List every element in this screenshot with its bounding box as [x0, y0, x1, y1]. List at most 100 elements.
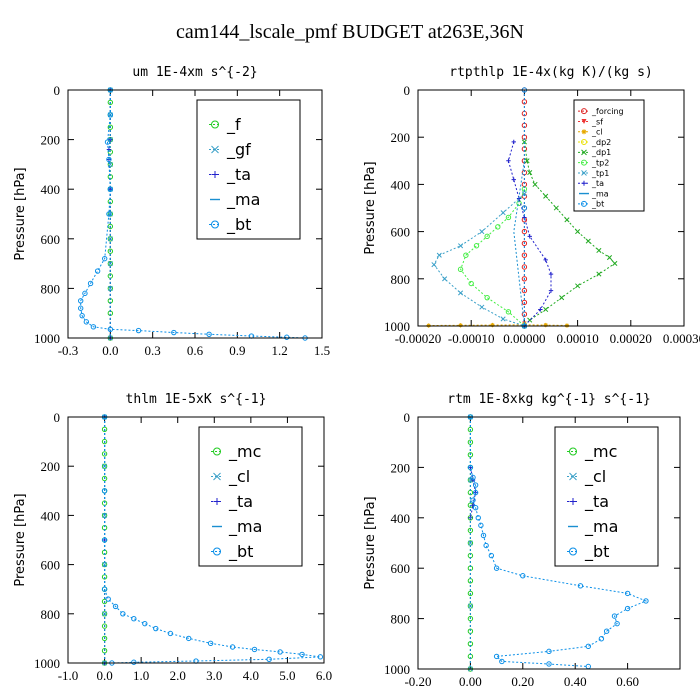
um-x-tick-label: -0.3 — [58, 343, 79, 358]
um-legend-swatch-gf — [211, 145, 219, 154]
thlm-data-point-bt — [101, 586, 108, 592]
rtpthlp-data-point-tp2 — [484, 294, 490, 301]
rtpthlp-axes-frame — [417, 89, 685, 327]
rtpthlp-series-line-ta — [507, 141, 552, 327]
rtm-x-tick-label: 0.00 — [459, 674, 482, 689]
rtm-data-point-bt — [493, 653, 500, 660]
thlm-data-point-bt — [317, 654, 324, 660]
rtm-legend-swatch-ta — [569, 498, 577, 505]
thlm-legend-swatch-mc — [213, 447, 221, 456]
thlm-data-point-mc — [101, 463, 108, 469]
rtm-data-point-bt — [585, 643, 591, 650]
um-x-tick-label: 0.9 — [229, 343, 245, 358]
rtpthlp-data-point-forcing — [521, 240, 528, 247]
thlm-panel-title: thlm 1E-5xK s^{-1} — [126, 392, 267, 407]
um-data-point-gf — [107, 285, 113, 291]
um-y-tick-label: 400 — [41, 182, 61, 197]
rtm-legend-label-cl: _cl — [584, 467, 606, 487]
thlm-data-point-bt — [131, 616, 137, 622]
um-axes-frame — [67, 89, 323, 339]
rtpthlp-x-tick-label: 0.00020 — [610, 331, 652, 346]
rtm-legend-label-ta: _ta — [584, 492, 609, 512]
thlm-data-point-bt — [207, 640, 214, 647]
rtpthlp-x-tick-label: 0.00000 — [503, 331, 545, 346]
um-data-point-bt — [284, 334, 290, 340]
chart-panels: um 1E-4xm s^{-2} Pressure [hPa] -0.3 0.0 0.3… — [13, 65, 700, 689]
um-data-point-bt — [78, 298, 84, 304]
thlm-data-point-bt — [185, 635, 192, 642]
thlm-y-tick-label: 0 — [54, 410, 61, 425]
rtpthlp-data-point-tp1 — [500, 210, 506, 216]
thlm-data-point-bt — [101, 488, 108, 494]
um-x-tick-label: 0.0 — [102, 343, 118, 358]
rtpthlp-data-point-tp2 — [463, 252, 469, 258]
rtpthlp-series-cl — [426, 322, 570, 328]
thlm-data-point-bt — [251, 646, 258, 653]
rtpthlp-legend-swatch-ta — [581, 180, 587, 186]
um-data-point-bt — [78, 305, 84, 311]
rtm-data-point-bt — [493, 565, 500, 571]
rtpthlp-series-tp1 — [431, 191, 527, 329]
rtpthlp-data-point-dp1 — [553, 205, 559, 211]
um-data-point-bt — [82, 290, 88, 297]
rtm-data-point-mc — [467, 527, 474, 534]
thlm-legend-label-bt: _bt — [228, 542, 253, 562]
rtpthlp-legend-label-tp1: _tp1 — [591, 169, 609, 178]
rtm-data-point-bt — [499, 658, 505, 665]
rtpthlp-data-point-dp1 — [596, 271, 602, 277]
rtpthlp-legend-label-ta: _ta — [591, 179, 604, 188]
um-x-tick-label: 1.2 — [272, 343, 288, 358]
thlm-data-point-mc — [101, 598, 108, 605]
rtm-legend-swatch-cl — [569, 472, 577, 481]
rtpthlp-data-point-tp2 — [484, 233, 490, 240]
thlm-data-point-mc — [101, 635, 108, 642]
um-data-point-bt — [79, 312, 85, 319]
rtm-x-tick-label: 0.40 — [564, 674, 587, 689]
rtpthlp-y-tick-label: 400 — [391, 177, 411, 192]
rtpthlp-legend-label-sf: _sf — [591, 117, 603, 126]
um-y-tick-label: 600 — [41, 232, 61, 247]
rtpthlp-data-point-tp1 — [479, 229, 485, 235]
um-legend-box — [196, 99, 301, 240]
um-y-axis-label: Pressure [hPa] — [13, 167, 28, 260]
thlm-data-point-bt — [131, 659, 137, 665]
rtm-data-point-bt — [475, 515, 481, 521]
thlm-data-point-mc — [101, 611, 108, 617]
rtm-data-point-bt — [546, 661, 552, 667]
rtpthlp-data-point-tp2 — [468, 280, 474, 287]
thlm-legend-swatch-bt — [213, 547, 221, 556]
um-legend-swatch-f — [211, 120, 219, 129]
rtpthlp-data-point-dp1 — [575, 283, 581, 289]
thlm-data-point-mc — [101, 426, 108, 432]
rtpthlp-legend-label-ma: _ma — [591, 189, 609, 198]
rtpthlp-data-point-dp1 — [524, 158, 530, 164]
rtpthlp-data-point-cl — [543, 322, 548, 328]
rtpthlp-legend-swatch-cl — [581, 129, 587, 135]
rtpthlp-data-point-tp1 — [458, 290, 464, 296]
um-data-point-bt — [83, 319, 90, 325]
rtpthlp-series-ta — [506, 139, 554, 329]
um-legend: _f _gf _ta _ma _bt — [196, 99, 301, 240]
rtm-data-point-bt — [598, 636, 605, 642]
rtpthlp-data-point-dp1 — [585, 238, 591, 244]
um-series-line-bt — [80, 90, 306, 339]
thlm-x-tick-label: 4.0 — [243, 668, 259, 683]
thlm-y-tick-label: 600 — [41, 558, 61, 573]
thlm-legend-swatch-ta — [213, 498, 221, 505]
rtm-data-point-bt — [488, 552, 495, 559]
thlm-axes-frame — [67, 416, 325, 664]
rtm-series-bt — [467, 414, 649, 670]
um-x-tick-label: 0.6 — [187, 343, 204, 358]
rtm-x-tick-label: -0.20 — [404, 674, 431, 689]
thlm-series-line-bt — [104, 417, 321, 664]
rtm-y-tick-label: 400 — [391, 511, 411, 526]
um-y-tick-label: 800 — [41, 281, 61, 296]
rtm-legend-label-ma: _ma — [584, 517, 618, 537]
rtm-x-tick-label: 0.20 — [511, 674, 534, 689]
rtpthlp-data-point-cl — [490, 322, 495, 328]
rtpthlp-data-point-tp1 — [436, 252, 442, 258]
thlm-x-tick-label: 6.0 — [316, 668, 332, 683]
rtm-legend-swatch-bt — [569, 547, 577, 556]
rtm-data-point-mc — [467, 426, 474, 433]
rtpthlp-panel-title: rtpthlp 1E-4x(kg K)/(kg s) — [449, 65, 653, 80]
